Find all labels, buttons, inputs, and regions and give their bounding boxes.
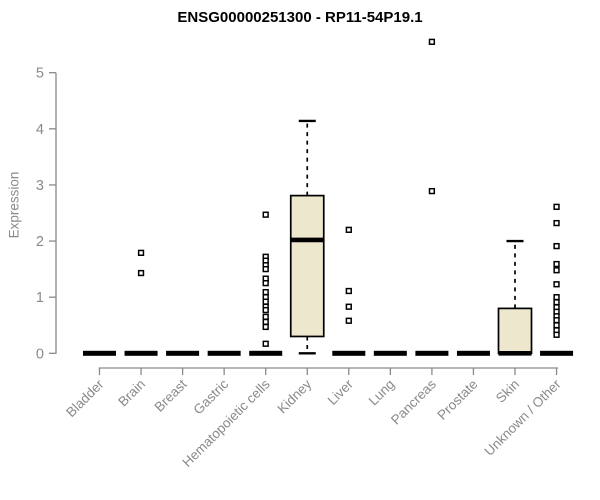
box — [497, 307, 533, 355]
y-tick-label: 1 — [36, 290, 44, 306]
x-tick-label: Pancreas — [388, 376, 439, 427]
outlier-point — [553, 322, 560, 329]
outlier-point — [262, 340, 269, 347]
outlier-point — [262, 280, 269, 287]
y-tick-label: 0 — [36, 346, 44, 362]
outlier-point — [137, 269, 145, 277]
outlier-point — [345, 303, 352, 310]
outlier-point — [553, 267, 560, 274]
outlier-point — [553, 203, 560, 210]
collapsed-box — [540, 350, 574, 356]
y-tick-label: 2 — [36, 234, 44, 250]
boxplot-lung — [373, 350, 407, 356]
x-tick-label: Gastric — [190, 376, 231, 417]
outlier-point — [553, 331, 560, 338]
outlier-point — [262, 298, 269, 305]
y-tick-label: 3 — [36, 178, 44, 194]
x-tick-label: Bladder — [63, 376, 107, 420]
outlier-point — [262, 211, 269, 218]
y-tick-label: 4 — [36, 122, 44, 138]
x-tick-label: Kidney — [275, 376, 315, 416]
outlier-point — [553, 317, 560, 324]
outlier-point — [428, 187, 436, 195]
x-tick-label: Lung — [366, 377, 398, 409]
outlier-point — [345, 226, 352, 233]
collapsed-box — [83, 350, 116, 356]
collapsed-box — [207, 350, 241, 356]
outlier-point — [262, 323, 269, 331]
x-tick-label: Skin — [493, 377, 522, 406]
x-tick-label: Unknown / Other — [481, 376, 564, 459]
boxplot-gastric — [207, 350, 241, 356]
x-tick-label: Breast — [152, 376, 190, 414]
boxplot-bladder — [83, 350, 116, 356]
boxplot-prostate — [456, 350, 490, 356]
outlier-point — [553, 299, 560, 306]
outlier-point — [262, 318, 269, 326]
y-axis-title: Expression — [6, 171, 22, 239]
outlier-point — [553, 281, 560, 288]
outlier-point — [553, 294, 560, 301]
boxplot-unknown-other — [540, 203, 574, 356]
x-tick-label: Brain — [115, 377, 148, 410]
outlier-point — [428, 38, 436, 45]
collapsed-box — [249, 350, 283, 356]
x-tick-label: Prostate — [434, 377, 480, 423]
boxplot-brain — [124, 249, 158, 356]
boxplot-kidney — [289, 119, 325, 355]
boxplot-hematopoietic-cells — [249, 211, 283, 356]
collapsed-box — [332, 350, 366, 356]
outlier-point — [553, 260, 560, 268]
boxplot-breast — [166, 350, 200, 356]
outlier-point — [137, 249, 145, 256]
outlier-point — [262, 288, 269, 296]
boxplot-skin — [497, 239, 533, 356]
outlier-point — [262, 306, 269, 314]
outlier-point — [345, 287, 352, 295]
collapsed-box — [124, 350, 158, 356]
collapsed-box — [456, 350, 490, 356]
outlier-point — [553, 219, 560, 227]
outlier-point — [345, 317, 352, 324]
chart-title: ENSG00000251300 - RP11-54P19.1 — [177, 9, 423, 26]
outlier-point — [262, 313, 269, 320]
box — [289, 194, 325, 338]
collapsed-box — [373, 350, 407, 356]
outlier-point — [262, 265, 269, 273]
collapsed-box — [166, 350, 200, 356]
boxplot-pancreas — [415, 38, 449, 356]
y-tick-label: 5 — [36, 66, 44, 82]
collapsed-box — [415, 350, 449, 356]
outlier-point — [553, 242, 560, 250]
boxplot-liver — [332, 226, 366, 356]
x-tick-label: Liver — [325, 376, 357, 408]
